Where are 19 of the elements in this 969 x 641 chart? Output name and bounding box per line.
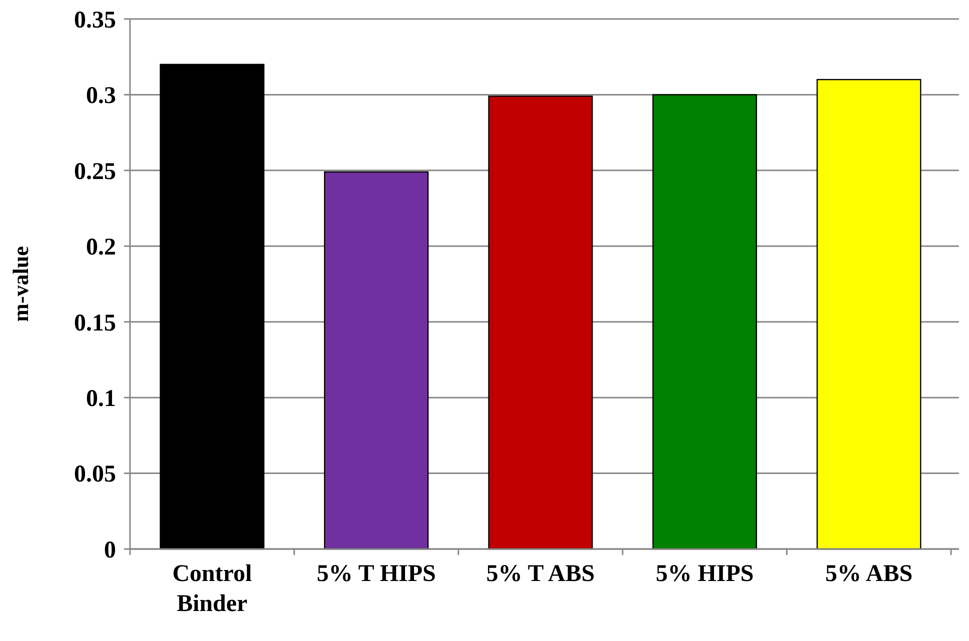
x-tick-label: 5% T HIPS [316,561,436,587]
bar [324,171,429,550]
x-tick-label: 5% HIPS [656,561,754,587]
bar [816,78,922,550]
y-tick-label: 0.2 [86,234,116,261]
y-tick-label: 0.35 [74,7,116,34]
y-tick-label: 0.05 [74,462,116,488]
y-tick-label: 0.25 [74,158,116,185]
x-tick-label: Control Binder [172,561,252,617]
bar [652,94,758,550]
y-tick-label: 0 [104,537,116,564]
y-axis-title: m-value [8,246,33,322]
bar [160,64,264,550]
y-tick-label: 0.1 [86,386,116,412]
bar [488,96,593,550]
x-tick-label: 5% ABS [825,561,913,587]
y-tick-label: 0.3 [86,83,116,110]
x-tick-label: 5% T ABS [486,561,595,587]
y-tick-label: 0.15 [74,310,116,336]
